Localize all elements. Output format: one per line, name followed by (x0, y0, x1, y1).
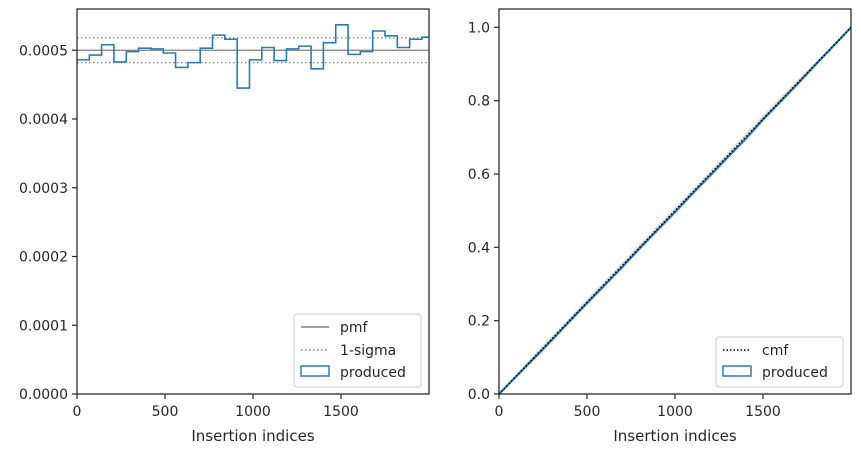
pmf-y-tick-label: 0.0004 (19, 112, 68, 128)
cmf-legend: cmf produced (715, 336, 844, 388)
pmf-y-tick-label: 0.0003 (19, 181, 68, 197)
cmf-y-tick-label: 1.0 (468, 20, 490, 36)
cmf-y-tick-label: 0.6 (468, 167, 490, 183)
cmf-y-tick-label: 0.8 (468, 94, 490, 110)
cmf-y-tick-label: 0.2 (468, 314, 490, 330)
pmf-x-tick-label: 1000 (235, 404, 271, 420)
pmf-y-ticks: 0.0000 0.0001 0.0002 0.0003 0.0004 0.0005 (19, 43, 77, 403)
pmf-produced-step-line (77, 24, 429, 89)
pmf-y-tick-label: 0.0000 (19, 387, 68, 403)
cmf-x-ticks: 0 500 1000 1500 (495, 394, 781, 420)
cmf-plot-background (499, 9, 851, 394)
pmf-x-tick-label: 500 (152, 404, 179, 420)
cmf-x-tick-label: 500 (574, 404, 601, 420)
cmf-x-tick-label: 1500 (745, 404, 781, 420)
pmf-legend-box (293, 313, 422, 388)
cmf-y-tick-label: 0.0 (468, 387, 490, 403)
pmf-x-ticks: 0 500 1000 1500 (73, 394, 359, 420)
legend-cmf-produced-swatch (722, 365, 752, 377)
cmf-x-tick-label: 0 (495, 404, 504, 420)
pmf-series (77, 24, 429, 89)
legend-cmf-label: cmf (762, 343, 789, 359)
pmf-chart: 0 500 1000 1500 0.00000.00010.00020.00030.0… (19, 8, 430, 445)
cmf-y-tick-label: 0.4 (468, 240, 490, 256)
legend-produced-label: produced (340, 365, 406, 381)
cmf-series (498, 26, 852, 395)
cmf-x-tick-label: 1000 (657, 404, 693, 420)
cmf-chart: 0 500 1000 1500 0.0 0.2 0.4 0.6 0.8 1.0 Insertio… (468, 8, 852, 445)
cmf-y-ticks: 0.0 0.2 0.4 0.6 0.8 1.0 (468, 20, 499, 403)
legend-cmf-produced-label: produced (762, 365, 828, 381)
pmf-legend: pmf 1-sigma produced (293, 313, 422, 388)
pmf-reference-lines (77, 37, 429, 64)
pmf-x-tick-label: 1500 (323, 404, 359, 420)
legend-pmf-label: pmf (340, 320, 369, 336)
legend-produced-swatch (300, 365, 330, 377)
cmf-reference-line (498, 26, 852, 395)
pmf-x-tick-label: 0 (73, 404, 82, 420)
legend-1sigma-label: 1-sigma (340, 343, 396, 359)
cmf-x-axis-label: Insertion indices (613, 427, 736, 445)
pmf-x-axis-label: Insertion indices (191, 427, 314, 445)
pmf-y-tick-label: 0.0002 (19, 250, 68, 266)
pmf-y-tick-label: 0.0005 (19, 43, 68, 59)
pmf-y-tick-label: 0.0001 (19, 318, 68, 334)
